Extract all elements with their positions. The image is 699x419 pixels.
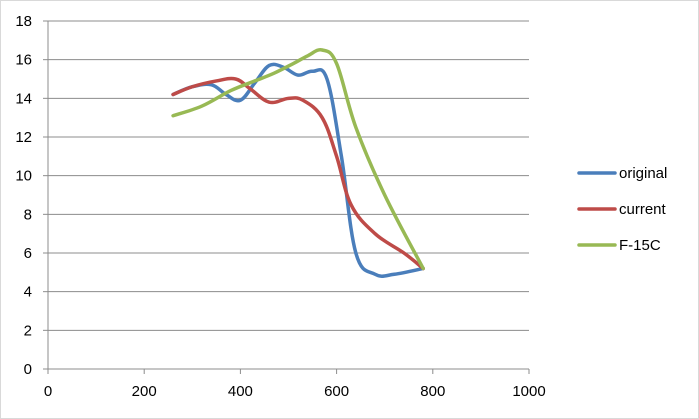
x-tick-label: 600 xyxy=(324,383,349,400)
x-tick-label: 0 xyxy=(44,383,52,400)
axes: 0 2 4 6 8 10 12 14 16 18 0 200 400 600 800 1000 xyxy=(15,13,545,400)
series-line-current xyxy=(171,76,425,271)
y-tick-label: 18 xyxy=(15,13,32,30)
y-tick-label: 6 xyxy=(24,245,32,262)
x-tick-label: 800 xyxy=(420,383,445,400)
y-tick-label: 12 xyxy=(15,129,32,146)
x-tick-label: 400 xyxy=(228,383,253,400)
gridlines xyxy=(48,20,529,331)
series-line-f-15c xyxy=(171,48,425,271)
x-tick-label: 200 xyxy=(132,383,157,400)
legend-label-current: current xyxy=(619,201,667,218)
y-tick-label: 16 xyxy=(15,52,32,69)
y-tick-label: 0 xyxy=(24,361,32,378)
y-tick-label: 8 xyxy=(24,206,32,223)
series-line-original xyxy=(171,62,425,278)
legend-label-f-15c: F-15C xyxy=(619,237,661,254)
legend: original current F-15C xyxy=(577,165,667,254)
x-tick-label: 1000 xyxy=(512,383,545,400)
series-lines xyxy=(171,48,425,278)
legend-label-original: original xyxy=(619,165,667,182)
y-tick-label: 4 xyxy=(24,284,32,301)
y-tick-label: 2 xyxy=(24,322,32,339)
y-tick-label: 10 xyxy=(15,168,32,185)
y-tick-label: 14 xyxy=(15,90,32,107)
